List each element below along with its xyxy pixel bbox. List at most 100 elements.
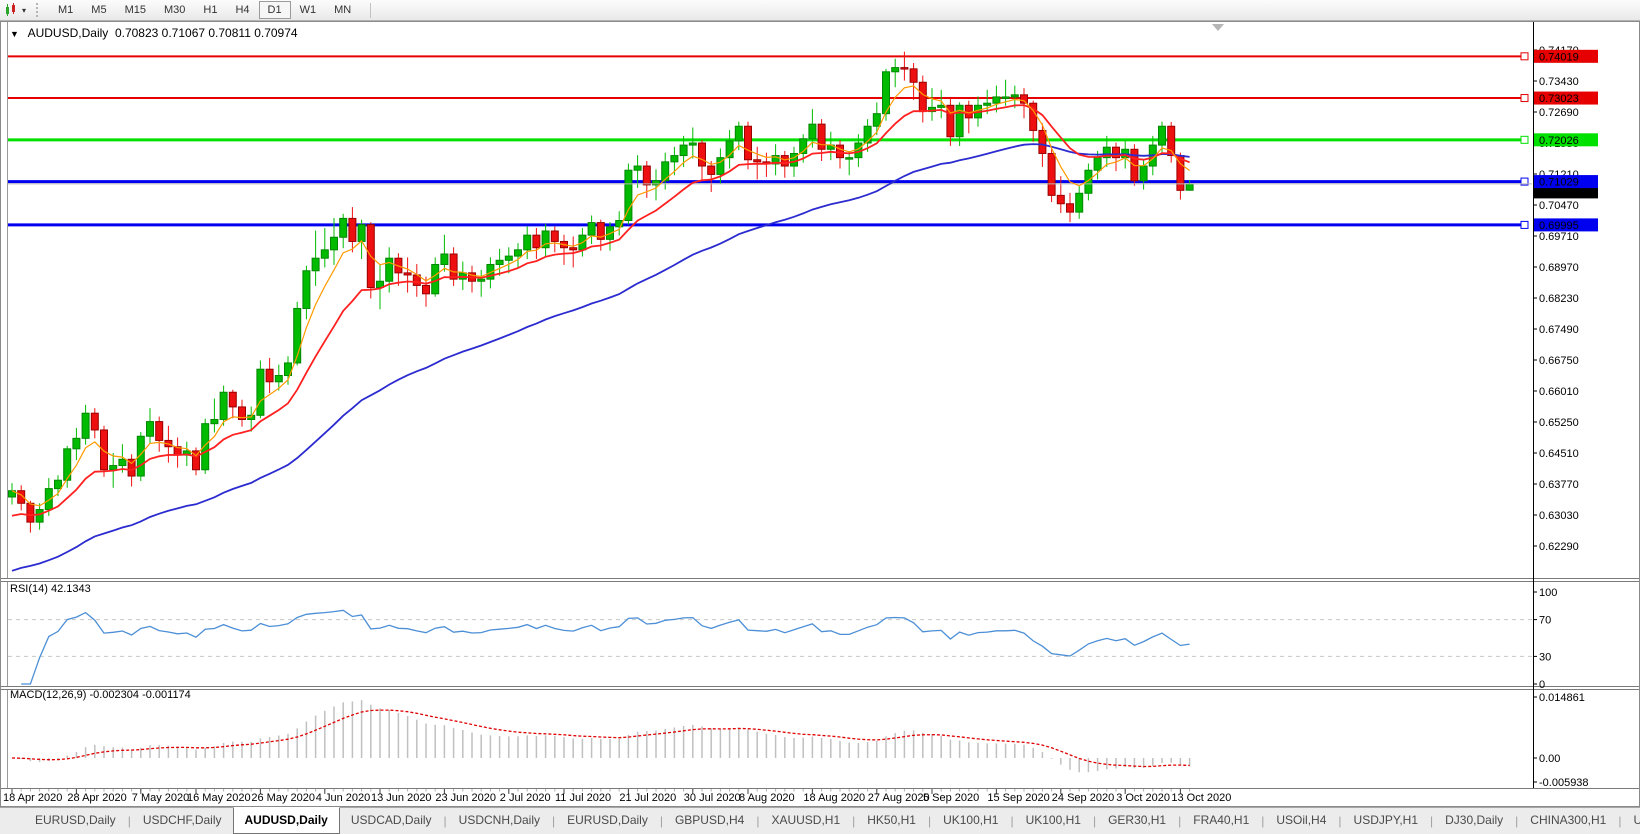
ma-slow-line [11, 143, 1190, 572]
tab-separator: | [1515, 814, 1519, 828]
tab-eurusd-daily[interactable]: EURUSD,Daily [35, 813, 116, 827]
chart-tabs-bar: EURUSD,Daily | USDCHF,Daily AUDUSD,Daily USD… [0, 807, 1640, 834]
macd-indicator-label: MACD(12,26,9) -0.002304 -0.001174 [10, 689, 191, 701]
tab-separator: | [852, 814, 856, 828]
tab-separator: | [127, 814, 131, 828]
svg-text:100: 100 [1539, 587, 1557, 599]
price-level-badge: 0.71029 [1534, 175, 1598, 189]
price-level-badge: 0.73023 [1534, 91, 1598, 105]
svg-text:0.72026: 0.72026 [1539, 135, 1579, 147]
svg-text:18 Aug 2020: 18 Aug 2020 [803, 792, 865, 804]
tab-ger30-h1[interactable]: GER30,H1 [1108, 813, 1167, 827]
current-price-badge: 0.70974 [1534, 185, 1598, 199]
chart-symbol-label: AUDUSD,Daily [27, 26, 109, 40]
svg-text:13 Jun 2020: 13 Jun 2020 [371, 792, 432, 804]
tab-separator: | [1261, 814, 1265, 828]
tab-usdcad-daily[interactable]: USDCAD,Daily [350, 813, 432, 827]
timeframe-button-d1[interactable]: D1 [258, 1, 291, 19]
tab-uk100-h1[interactable]: UK100,H1 [943, 813, 999, 827]
price-level-badge: 0.74019 [1534, 49, 1598, 63]
horizontal-lines[interactable] [8, 52, 1529, 229]
tab-separator: | [1178, 814, 1182, 828]
tab-separator: | [756, 814, 760, 828]
svg-text:0.73430: 0.73430 [1539, 76, 1579, 88]
timeframe-buttons: M1 M5 M15 M30 H1 H4 D1 W1 MN [49, 1, 360, 19]
tab-usdchf-daily[interactable]: USDCHF,Daily [142, 813, 222, 827]
timeframe-button-m1[interactable]: M1 [58, 4, 74, 16]
timeframe-button-mn[interactable]: MN [334, 4, 352, 16]
svg-text:0.70470: 0.70470 [1539, 200, 1579, 212]
tab-fra40-h1[interactable]: FRA40,H1 [1193, 813, 1250, 827]
tab-hk50-h1[interactable]: HK50,H1 [867, 813, 916, 827]
tab-separator: | [443, 814, 447, 828]
timeframe-button-m5[interactable]: M5 [91, 4, 107, 16]
chart-collapse-icon[interactable]: ▼ [10, 29, 19, 39]
svg-text:0.63030: 0.63030 [1539, 510, 1579, 522]
chart-canvas[interactable]: 0.741700.734300.726900.719500.712100.704… [0, 21, 1640, 807]
svg-text:21 Jul 2020: 21 Jul 2020 [619, 792, 676, 804]
top-toolbar: ▾ M1 M5 M15 M30 H1 H4 D1 W1 MN [0, 0, 1640, 21]
ma-fast-line [11, 85, 1190, 507]
svg-text:70: 70 [1539, 615, 1551, 627]
tab-separator: | [1430, 814, 1434, 828]
chart-title: ▼ AUDUSD,Daily 0.70823 0.71067 0.70811 0… [10, 26, 298, 40]
tab-china300-h1[interactable]: CHINA300,H1 [1530, 813, 1607, 827]
svg-text:4 Jun 2020: 4 Jun 2020 [316, 792, 370, 804]
svg-text:5 Sep 2020: 5 Sep 2020 [923, 792, 979, 804]
svg-text:8 Aug 2020: 8 Aug 2020 [739, 792, 795, 804]
tab-separator: | [1010, 814, 1014, 828]
svg-text:-0.005938: -0.005938 [1539, 777, 1589, 789]
timeframe-button-h4[interactable]: H4 [235, 4, 250, 16]
svg-text:18 Apr 2020: 18 Apr 2020 [3, 792, 62, 804]
svg-text:2 Jul 2020: 2 Jul 2020 [500, 792, 551, 804]
tab-usdjpy-h1[interactable]: USDJPY,H1 [1353, 813, 1419, 827]
dropdown-arrow-icon: ▾ [22, 5, 27, 15]
tab-gbpusd-h4[interactable]: GBPUSD,H4 [674, 813, 745, 827]
toolbar-grip[interactable] [36, 3, 41, 17]
tab-usoil-h4[interactable]: USOil,H4 [1276, 813, 1327, 827]
svg-text:0.67490: 0.67490 [1539, 324, 1579, 336]
rsi-line [21, 609, 1190, 685]
tab-dj30-daily[interactable]: DJ30,Daily [1445, 813, 1504, 827]
tab-xauusd-h1[interactable]: XAUUSD,H1 [771, 813, 841, 827]
shift-marker-icon[interactable] [1212, 24, 1224, 31]
svg-text:24 Sep 2020: 24 Sep 2020 [1052, 792, 1114, 804]
tab-separator: | [927, 814, 932, 828]
macd-pane: 0.014861 0.00 -0.005938 [11, 692, 1589, 789]
tab-usoil-h1[interactable]: USOil,H1 [1633, 813, 1640, 827]
tab-uk100-h1[interactable]: UK100,H1 [1025, 813, 1081, 827]
svg-text:0.62290: 0.62290 [1539, 541, 1579, 553]
svg-text:26 May 2020: 26 May 2020 [251, 792, 315, 804]
svg-text:13 Oct 2020: 13 Oct 2020 [1171, 792, 1231, 804]
tab-separator: | [1092, 814, 1097, 828]
svg-text:0.014861: 0.014861 [1539, 692, 1585, 704]
tab-audusd-daily[interactable]: AUDUSD,Daily [232, 807, 340, 834]
tab-usdcnh-daily[interactable]: USDCNH,Daily [458, 813, 541, 827]
timeframe-button-m15[interactable]: M15 [124, 4, 146, 16]
ma-mid-line [11, 104, 1190, 517]
candlesticks [8, 51, 1194, 533]
svg-text:0.73023: 0.73023 [1539, 93, 1579, 105]
svg-text:30 Jul 2020: 30 Jul 2020 [684, 792, 741, 804]
svg-text:0.00: 0.00 [1539, 753, 1560, 765]
svg-text:0.72690: 0.72690 [1539, 107, 1579, 119]
tab-separator: | [1618, 814, 1622, 828]
chart-tools-button[interactable]: ▾ [0, 3, 26, 17]
timeframe-button-m30[interactable]: M30 [163, 4, 186, 16]
svg-text:0.65250: 0.65250 [1539, 417, 1579, 429]
svg-text:0.69995: 0.69995 [1539, 220, 1579, 232]
svg-text:0.66750: 0.66750 [1539, 355, 1579, 367]
svg-text:0.70974: 0.70974 [1539, 187, 1579, 199]
tab-eurusd-daily[interactable]: EURUSD,Daily [567, 813, 648, 827]
chart-ohlc-values: 0.70823 0.71067 0.70811 0.70974 [114, 26, 298, 40]
svg-text:27 Aug 2020: 27 Aug 2020 [868, 792, 930, 804]
svg-text:0.71029: 0.71029 [1539, 177, 1579, 189]
timeframe-button-w1[interactable]: W1 [299, 4, 317, 16]
svg-text:0.69710: 0.69710 [1539, 231, 1579, 243]
svg-text:16 May 2020: 16 May 2020 [187, 792, 251, 804]
price-level-badge: 0.69995 [1534, 218, 1598, 232]
svg-text:28 Apr 2020: 28 Apr 2020 [67, 792, 126, 804]
timeframe-button-h1[interactable]: H1 [203, 4, 218, 16]
svg-text:0.74019: 0.74019 [1539, 51, 1579, 63]
